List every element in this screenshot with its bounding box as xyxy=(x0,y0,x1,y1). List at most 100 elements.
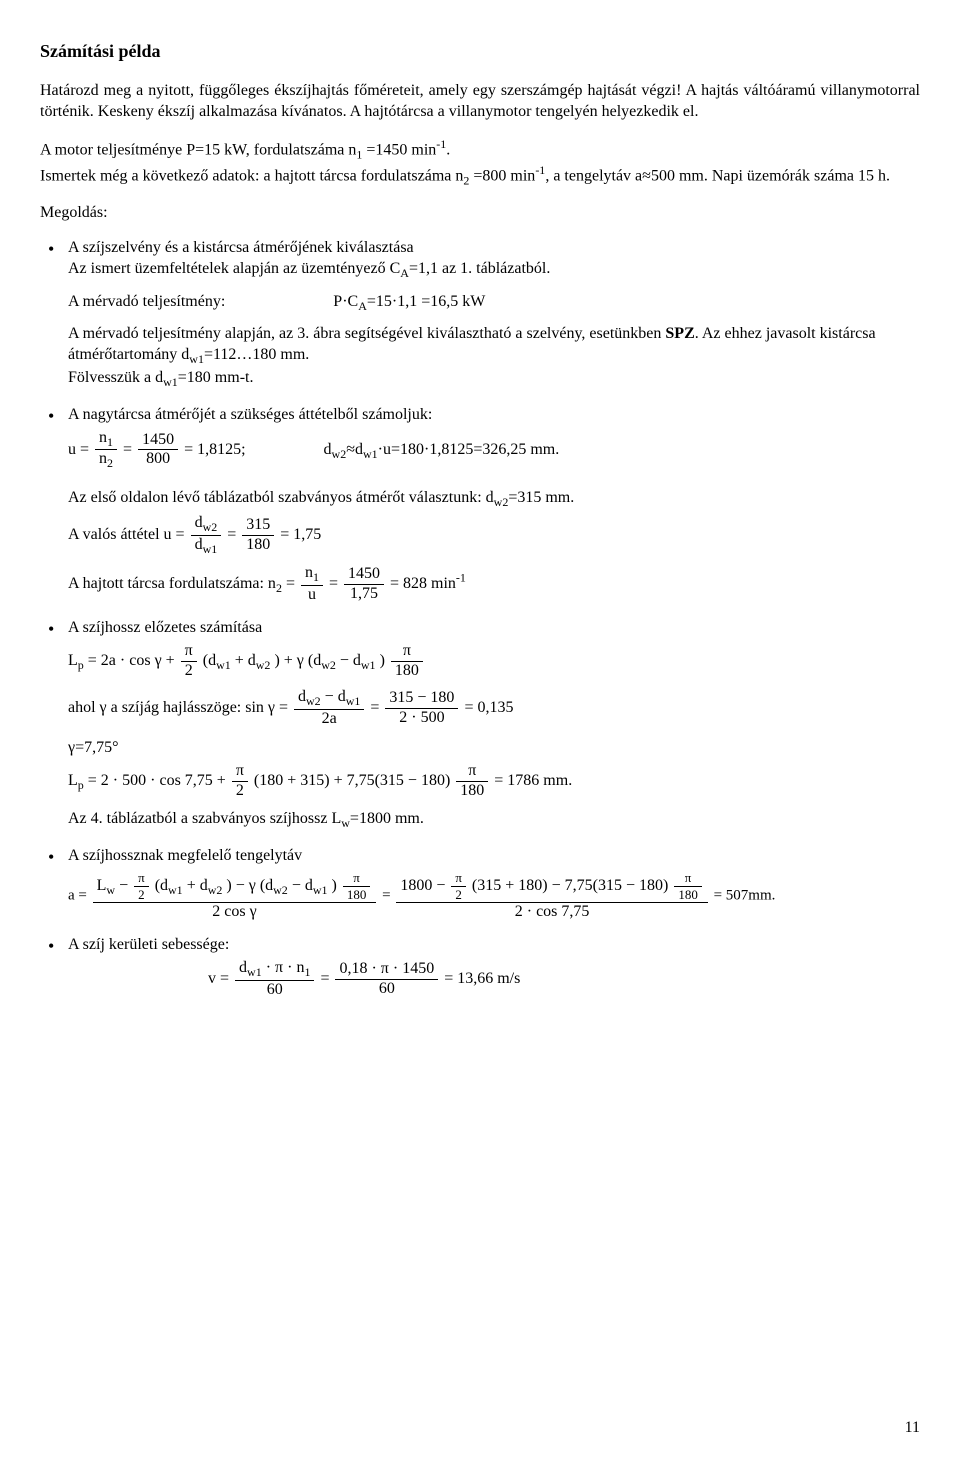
b5-num-pre: d xyxy=(239,959,247,976)
b4-num-pre: L xyxy=(97,877,107,894)
b1-line4: A mérvadó teljesítmény alapján, az 3. áb… xyxy=(68,324,920,368)
b2-u-eq2: = xyxy=(123,440,132,457)
b1-line4-mid: =112…180 mm. xyxy=(204,346,309,363)
b1-line2-post: =1,1 az 1. táblázatból. xyxy=(409,260,550,277)
b4-num2-pi2b: 2 xyxy=(451,887,466,902)
b3-line4-num1: π xyxy=(232,763,248,782)
b3-line4-mid1: = 2 · 500 · cos 7,75 + xyxy=(84,772,230,789)
b4-num-pi180b: 180 xyxy=(343,887,371,902)
b2-d-sub2: w1 xyxy=(363,447,378,461)
b3-line4-den1: 2 xyxy=(232,782,248,800)
b4-num2-pi2a: π xyxy=(451,871,466,887)
b4-num-sub: w xyxy=(106,883,115,897)
b3-line5-pre: Az 4. táblázatból a szabványos szíjhossz… xyxy=(68,810,341,827)
b2-line5-res-sup: -1 xyxy=(456,571,466,585)
b3-line2-numsub1: w2 xyxy=(306,695,321,709)
b3-line2-nummid: − d xyxy=(321,688,346,705)
b2-line4-denpre: d xyxy=(195,536,203,553)
bullet-section-2: A nagytárcsa átmérőjét a szükséges áttét… xyxy=(40,405,920,604)
b3-line2-eq: = xyxy=(370,699,379,716)
b3-eq-pi2-num: π xyxy=(181,643,197,662)
p2-pre: A motor teljesítménye P=15 kW, fordulats… xyxy=(40,141,356,158)
b2-u-num-pre: n xyxy=(99,429,107,446)
b3-eq-w2a: w2 xyxy=(256,658,271,672)
p3-post: , a tengelytáv a≈500 mm. Napi üzemórák s… xyxy=(545,167,890,184)
b3-header: A szíjhossz előzetes számítása xyxy=(68,618,920,639)
b1-line2-pre: Az ismert üzemfeltételek alapján az üzem… xyxy=(68,260,400,277)
b3-eq-pi180-num: π xyxy=(391,643,423,662)
b3-line2-den: 2a xyxy=(294,710,364,728)
b2-line5-den: u xyxy=(301,586,323,604)
p2-mid: =1450 min xyxy=(362,141,436,158)
b2-d-post: ·u=180·1,8125=326,25 mm. xyxy=(378,440,560,457)
b5-num-mid: · π · n xyxy=(262,959,305,976)
b3-line4-den2: 180 xyxy=(456,782,488,800)
b1-line4-sub1: w1 xyxy=(189,352,204,366)
b2-u-res: = 1,8125; xyxy=(184,440,245,457)
b1-line5: Fölvesszük a dw1=180 mm-t. xyxy=(68,368,920,391)
b2-line3: Az első oldalon lévő táblázatból szabván… xyxy=(68,488,920,511)
b3-line4-pre: L xyxy=(68,772,78,789)
b3-eq-mid3: ) + γ (d xyxy=(270,652,321,669)
b3-eq-w1b: w1 xyxy=(361,658,376,672)
b2-eq-u: u = n1 n2 = 1450 800 = 1,8125; dw2≈dw1·u… xyxy=(68,430,920,471)
b4-num-mid4: ) xyxy=(328,877,341,894)
b3-eq-minus: − d xyxy=(336,652,361,669)
p3-mid: =800 min xyxy=(469,167,535,184)
b3-line5-post: =1800 mm. xyxy=(350,810,424,827)
b1-line3-pre: P·C xyxy=(333,293,358,310)
b5-res: = 13,66 m/s xyxy=(444,970,520,987)
b4-num-pi2b: 2 xyxy=(134,887,149,902)
b5-eq: = xyxy=(320,970,329,987)
b2-eq-n2: A hajtott tárcsa fordulatszáma: n2 = n1 … xyxy=(68,565,920,604)
b2-line5-num2: 1450 xyxy=(344,566,384,585)
b2-u-num2: 1450 xyxy=(138,432,178,451)
b2-line4-den2: 180 xyxy=(242,536,274,554)
b2-line4-numpre: d xyxy=(195,514,203,531)
b1-line5-sub: w1 xyxy=(163,375,178,389)
b2-u-den-sub: 2 xyxy=(107,456,113,470)
b2-line4-densub: w1 xyxy=(203,542,218,556)
b3-line4-num2: π xyxy=(456,763,488,782)
b5-lhs: v = xyxy=(208,970,229,987)
b4-eq: = xyxy=(382,887,390,903)
b2-d-pre: d xyxy=(324,440,332,457)
b3-line5: Az 4. táblázatból a szabványos szíjhossz… xyxy=(68,809,920,832)
b4-num2-pi180a: π xyxy=(674,871,702,887)
intro-paragraph-2: A motor teljesítménye P=15 kW, fordulats… xyxy=(40,137,920,189)
b5-num2: 0,18 · π · 1450 xyxy=(335,961,438,980)
b5-header: A szíj kerületi sebessége: xyxy=(68,935,920,956)
b3-eq-w2b: w2 xyxy=(321,658,336,672)
b1-line3-post: =15·1,1 =16,5 kW xyxy=(367,293,485,310)
b1-line2-sub: A xyxy=(400,266,409,280)
b4-header: A szíjhossznak megfelelő tengelytáv xyxy=(68,846,920,867)
p3-sup: -1 xyxy=(535,163,545,177)
b4-den2: 2 · cos 7,75 xyxy=(396,903,708,921)
b2-line4-eq: = xyxy=(227,526,236,543)
b2-line3-post: =315 mm. xyxy=(508,489,574,506)
bullet-section-4: A szíjhossznak megfelelő tengelytáv a = … xyxy=(40,846,920,921)
b4-num-mid2: (d xyxy=(151,877,168,894)
b1-line2: Az ismert üzemfeltételek alapján az üzem… xyxy=(68,259,920,282)
b3-eq-pi180-den: 180 xyxy=(391,662,423,680)
b2-d-mid1: ≈d xyxy=(346,440,363,457)
b3-eq-lp: Lp = 2a · cos γ + π 2 (dw1 + dw2 ) + γ (… xyxy=(68,643,920,680)
b3-line2-numsub2: w1 xyxy=(346,695,361,709)
b2-u-den-pre: n xyxy=(99,450,107,467)
b1-line3-sub: A xyxy=(358,299,367,313)
page-number: 11 xyxy=(905,1418,920,1439)
b2-line5-numpre: n xyxy=(305,564,313,581)
b4-num-minus: − d xyxy=(288,877,313,894)
b3-eq-singamma: ahol γ a szíjág hajlásszöge: sin γ = dw2… xyxy=(68,689,920,728)
b1-line3: A mérvadó teljesítmény: P·CA=15·1,1 =16,… xyxy=(68,292,920,315)
b2-header: A nagytárcsa átmérőjét a szükséges áttét… xyxy=(68,405,920,426)
b1-line4-bold: SPZ xyxy=(665,325,694,342)
b4-num-mid3: ) − γ (d xyxy=(222,877,273,894)
b2-line5-label: A hajtott tárcsa fordulatszáma: n xyxy=(68,575,276,592)
b3-line4-mid2: (180 + 315) + 7,75(315 − 180) xyxy=(254,772,454,789)
b3-eq-mid4: ) xyxy=(376,652,389,669)
b3-eq-plus: + d xyxy=(231,652,256,669)
b4-den: 2 cos γ xyxy=(93,903,377,921)
b5-num-sub: w1 xyxy=(247,965,262,979)
b2-u-pre: u = xyxy=(68,440,89,457)
